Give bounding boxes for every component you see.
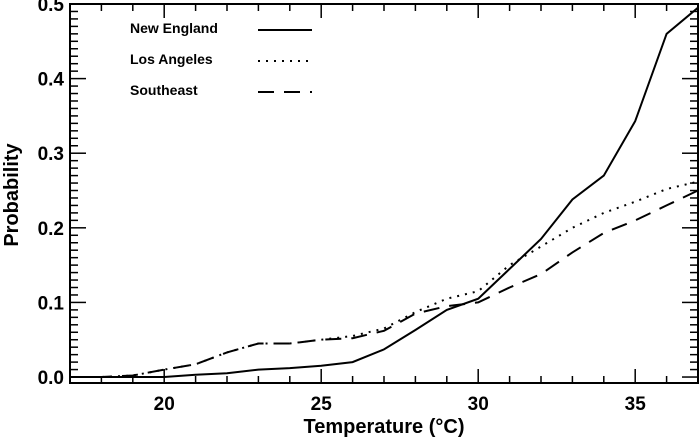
series-line-southeast: [70, 189, 698, 378]
legend-label: Southeast: [130, 82, 198, 98]
x-tick-label: 25: [311, 394, 333, 415]
y-tick-label: 0.1: [38, 293, 65, 314]
y-tick-label: 0.4: [38, 70, 65, 91]
x-tick-label: 35: [625, 394, 647, 415]
y-tick-label: 0.0: [38, 368, 64, 389]
plot-area: 20 25 30 35 0.0 0.1 0.2 0.3 0.4 0.5 New England Los…: [38, 0, 699, 415]
y-tick-label: 0.3: [38, 144, 64, 165]
y-axis-label: Probability: [1, 142, 23, 246]
series-line-los-angeles: [70, 180, 698, 378]
y-tick-label: 0.5: [38, 0, 65, 16]
series-line-new-england: [70, 6, 698, 378]
x-tick-label: 20: [154, 394, 175, 415]
legend-label: New England: [130, 20, 218, 36]
x-axis-label: Temperature (°C): [304, 416, 465, 438]
legend-label: Los Angeles: [130, 51, 213, 67]
x-tick-label: 30: [468, 394, 489, 415]
y-tick-label: 0.2: [38, 219, 64, 240]
